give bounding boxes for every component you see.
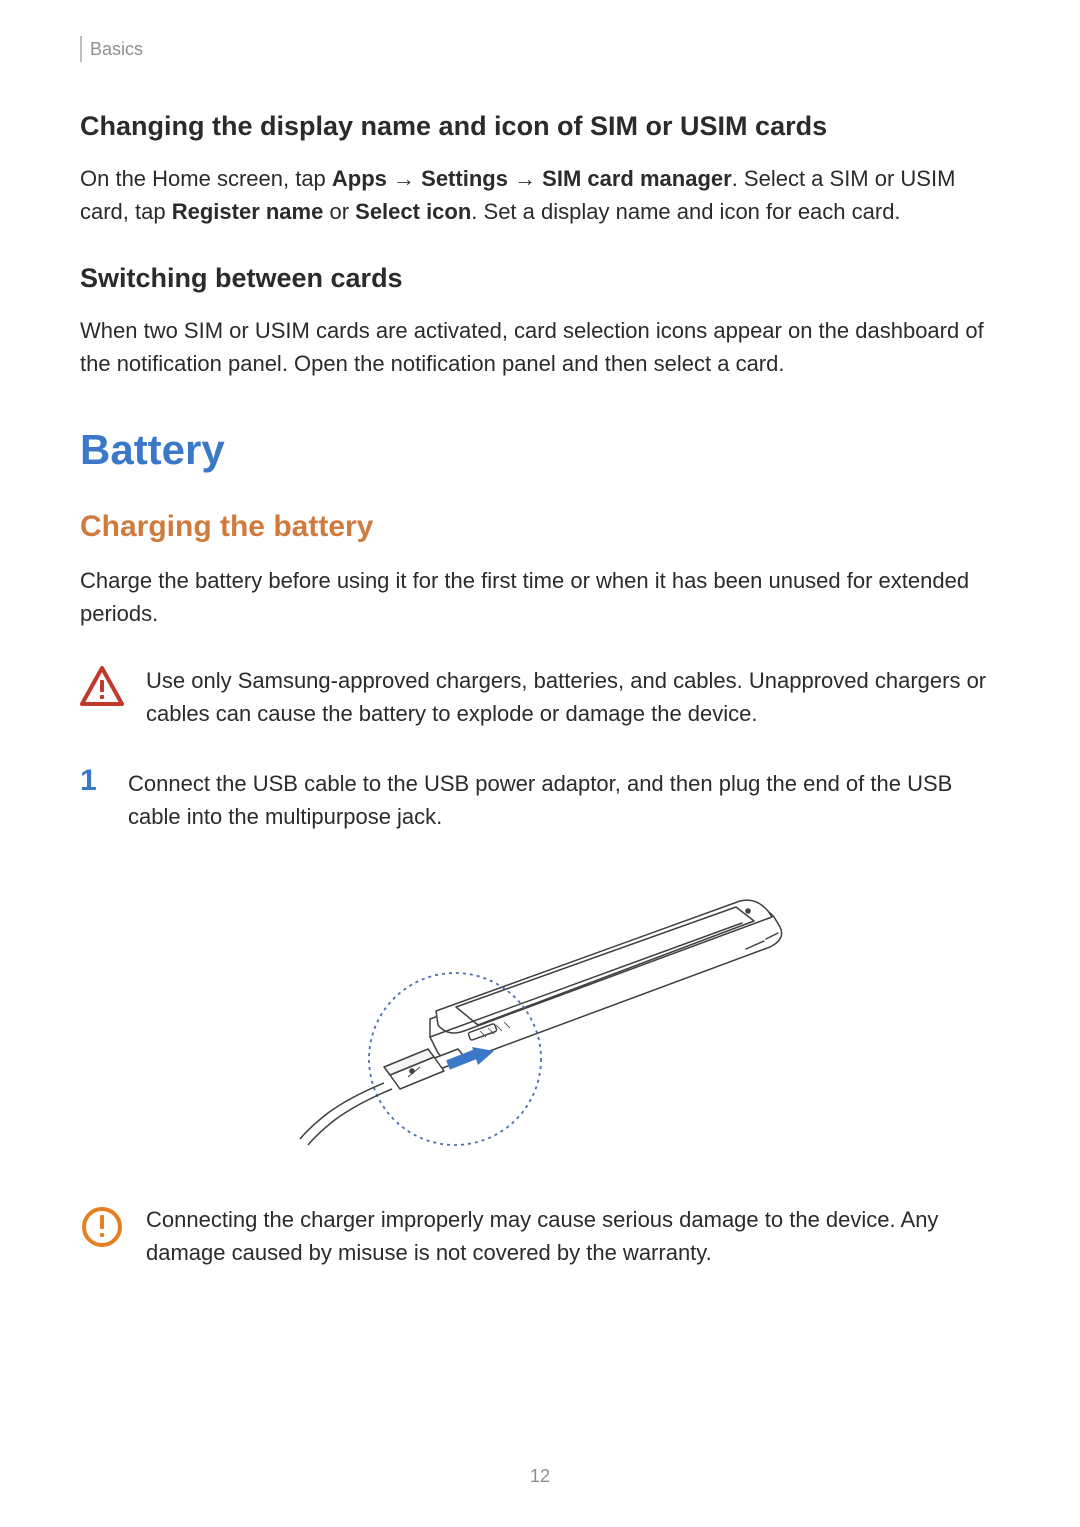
step-number: 1	[80, 764, 110, 797]
text-run: →	[508, 166, 542, 191]
bold-settings: Settings	[421, 166, 508, 191]
heading-change-display-name: Changing the display name and icon of SI…	[80, 110, 1000, 144]
page-number: 12	[0, 1466, 1080, 1487]
subsection-charging: Charging the battery	[80, 510, 1000, 544]
text-run: On the Home screen, tap	[80, 166, 332, 191]
warning-callout: Use only Samsung-approved chargers, batt…	[80, 664, 1000, 730]
bold-select-icon: Select icon	[355, 199, 471, 224]
step-1-text: Connect the USB cable to the USB power a…	[128, 764, 1000, 833]
text-run: →	[387, 166, 421, 191]
page-container: Basics Changing the display name and ico…	[0, 0, 1080, 1343]
text-run: or	[323, 199, 355, 224]
text-run: . Set a display name and icon for each c…	[471, 199, 900, 224]
bold-register-name: Register name	[172, 199, 324, 224]
caution-callout: Connecting the charger improperly may ca…	[80, 1203, 1000, 1269]
page-header: Basics	[80, 36, 1000, 62]
caution-text: Connecting the charger improperly may ca…	[146, 1203, 1000, 1269]
warning-text: Use only Samsung-approved chargers, batt…	[146, 664, 1000, 730]
caution-circle-icon	[80, 1205, 124, 1249]
paragraph-charging-intro: Charge the battery before using it for t…	[80, 564, 1000, 630]
usb-charging-diagram	[80, 859, 1000, 1159]
paragraph-change-display-name: On the Home screen, tap Apps → Settings …	[80, 162, 1000, 228]
heading-switching-cards: Switching between cards	[80, 262, 1000, 296]
warning-triangle-icon	[80, 666, 124, 710]
bold-apps: Apps	[332, 166, 387, 191]
section-title-battery: Battery	[80, 426, 1000, 474]
bold-sim-card-manager: SIM card manager	[542, 166, 732, 191]
chapter-label: Basics	[80, 36, 143, 62]
step-1: 1 Connect the USB cable to the USB power…	[80, 764, 1000, 833]
paragraph-switching-cards: When two SIM or USIM cards are activated…	[80, 314, 1000, 380]
